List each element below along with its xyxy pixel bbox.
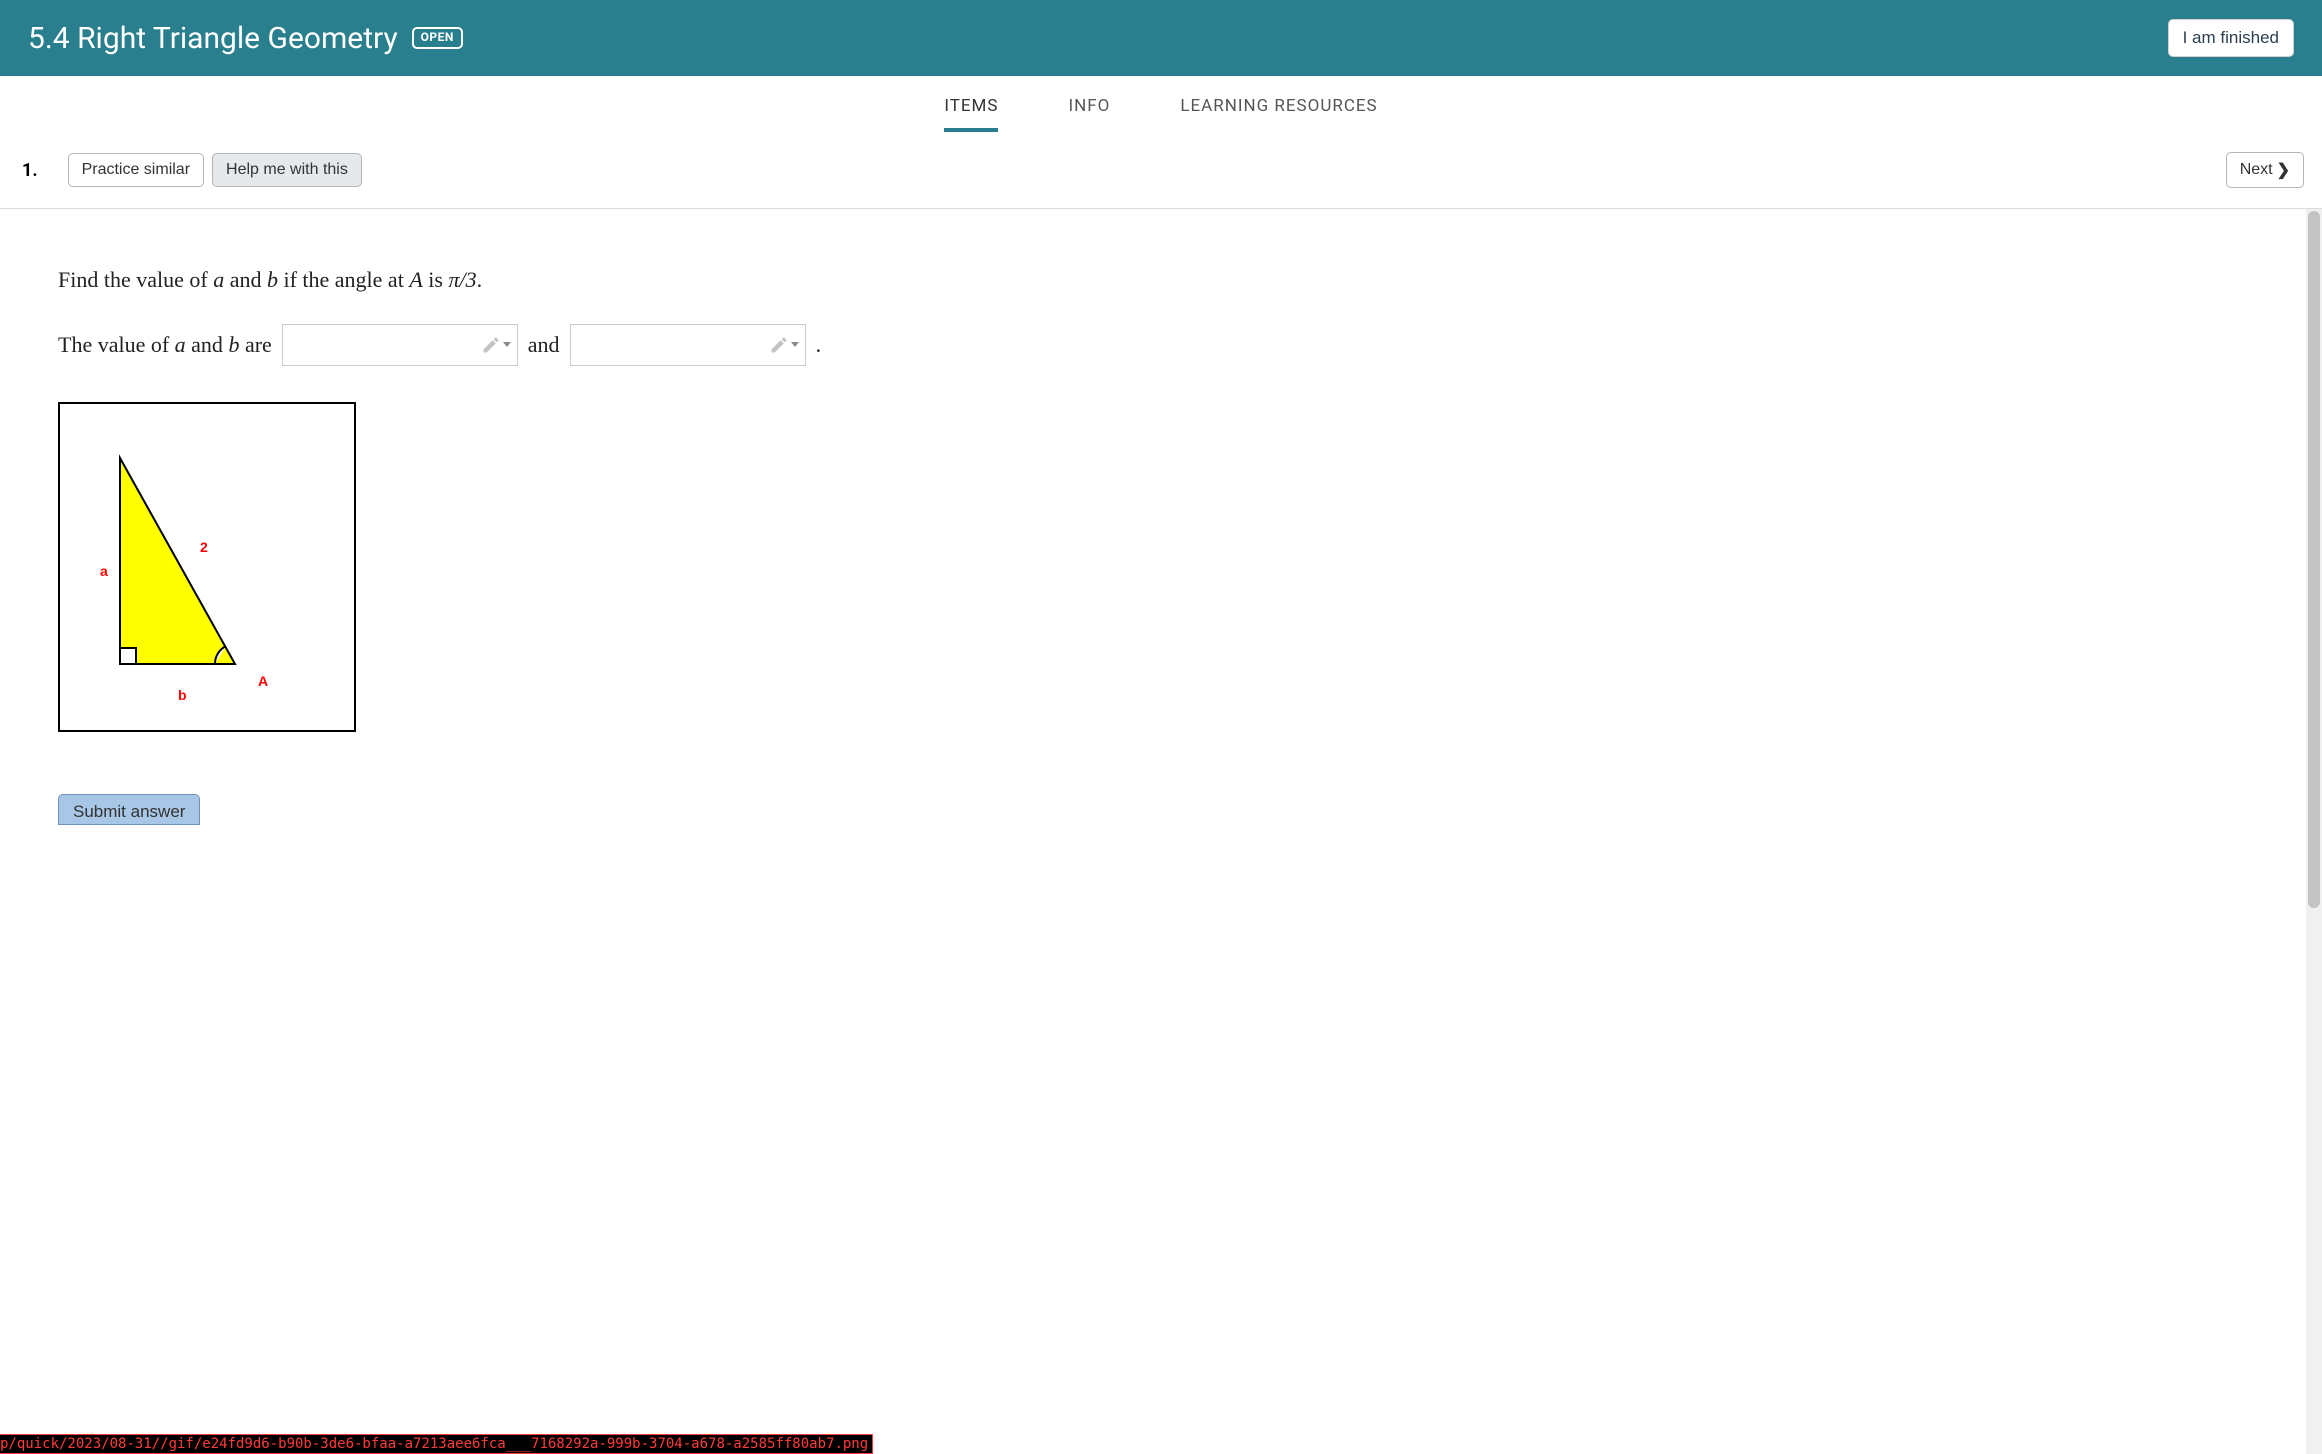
scrollbar-track[interactable]: [2306, 209, 2322, 1454]
item-toolbar: 1. Practice similar Help me with this Ne…: [0, 132, 2322, 209]
answer-input-b-wrapper: [570, 324, 806, 366]
tab-items[interactable]: ITEMS: [944, 96, 998, 132]
label-a: a: [100, 563, 108, 579]
answer-input-a-wrapper: [282, 324, 518, 366]
question-content: Find the value of a and b if the angle a…: [0, 209, 2322, 843]
next-button[interactable]: Next ❯: [2226, 152, 2304, 188]
triangle-figure: a b A 2: [58, 402, 356, 732]
help-me-with-this-button[interactable]: Help me with this: [212, 153, 362, 187]
i-am-finished-button[interactable]: I am finished: [2168, 19, 2294, 57]
item-number: 1.: [22, 160, 38, 181]
answer-input-a[interactable]: [283, 325, 517, 365]
next-button-label: Next: [2240, 161, 2273, 179]
tab-info[interactable]: INFO: [1068, 96, 1110, 132]
scrollbar-thumb[interactable]: [2308, 211, 2320, 908]
tabs: ITEMS INFO LEARNING RESOURCES: [0, 76, 2322, 132]
content-scroll[interactable]: Find the value of a and b if the angle a…: [0, 209, 2322, 1454]
triangle-shape: [120, 458, 235, 664]
answer-input-b[interactable]: [571, 325, 805, 365]
right-angle-marker: [120, 648, 136, 664]
label-b: b: [178, 687, 187, 703]
question-prompt: Find the value of a and b if the angle a…: [58, 265, 2264, 296]
tab-learning-resources[interactable]: LEARNING RESOURCES: [1180, 96, 1377, 132]
status-bar: p/quick/2023/08-31//gif/e24fd9d6-b90b-3d…: [0, 1434, 873, 1454]
page-title: 5.4 Right Triangle Geometry: [28, 21, 398, 56]
answer-line: The value of a and b are and .: [58, 324, 2264, 366]
label-hypotenuse: 2: [200, 539, 208, 555]
open-badge: OPEN: [412, 27, 463, 49]
chevron-right-icon: ❯: [2277, 160, 2290, 180]
practice-similar-button[interactable]: Practice similar: [68, 153, 204, 187]
label-A: A: [258, 673, 268, 689]
app-header: 5.4 Right Triangle Geometry OPEN I am fi…: [0, 0, 2322, 76]
submit-answer-button[interactable]: Submit answer: [58, 794, 200, 825]
